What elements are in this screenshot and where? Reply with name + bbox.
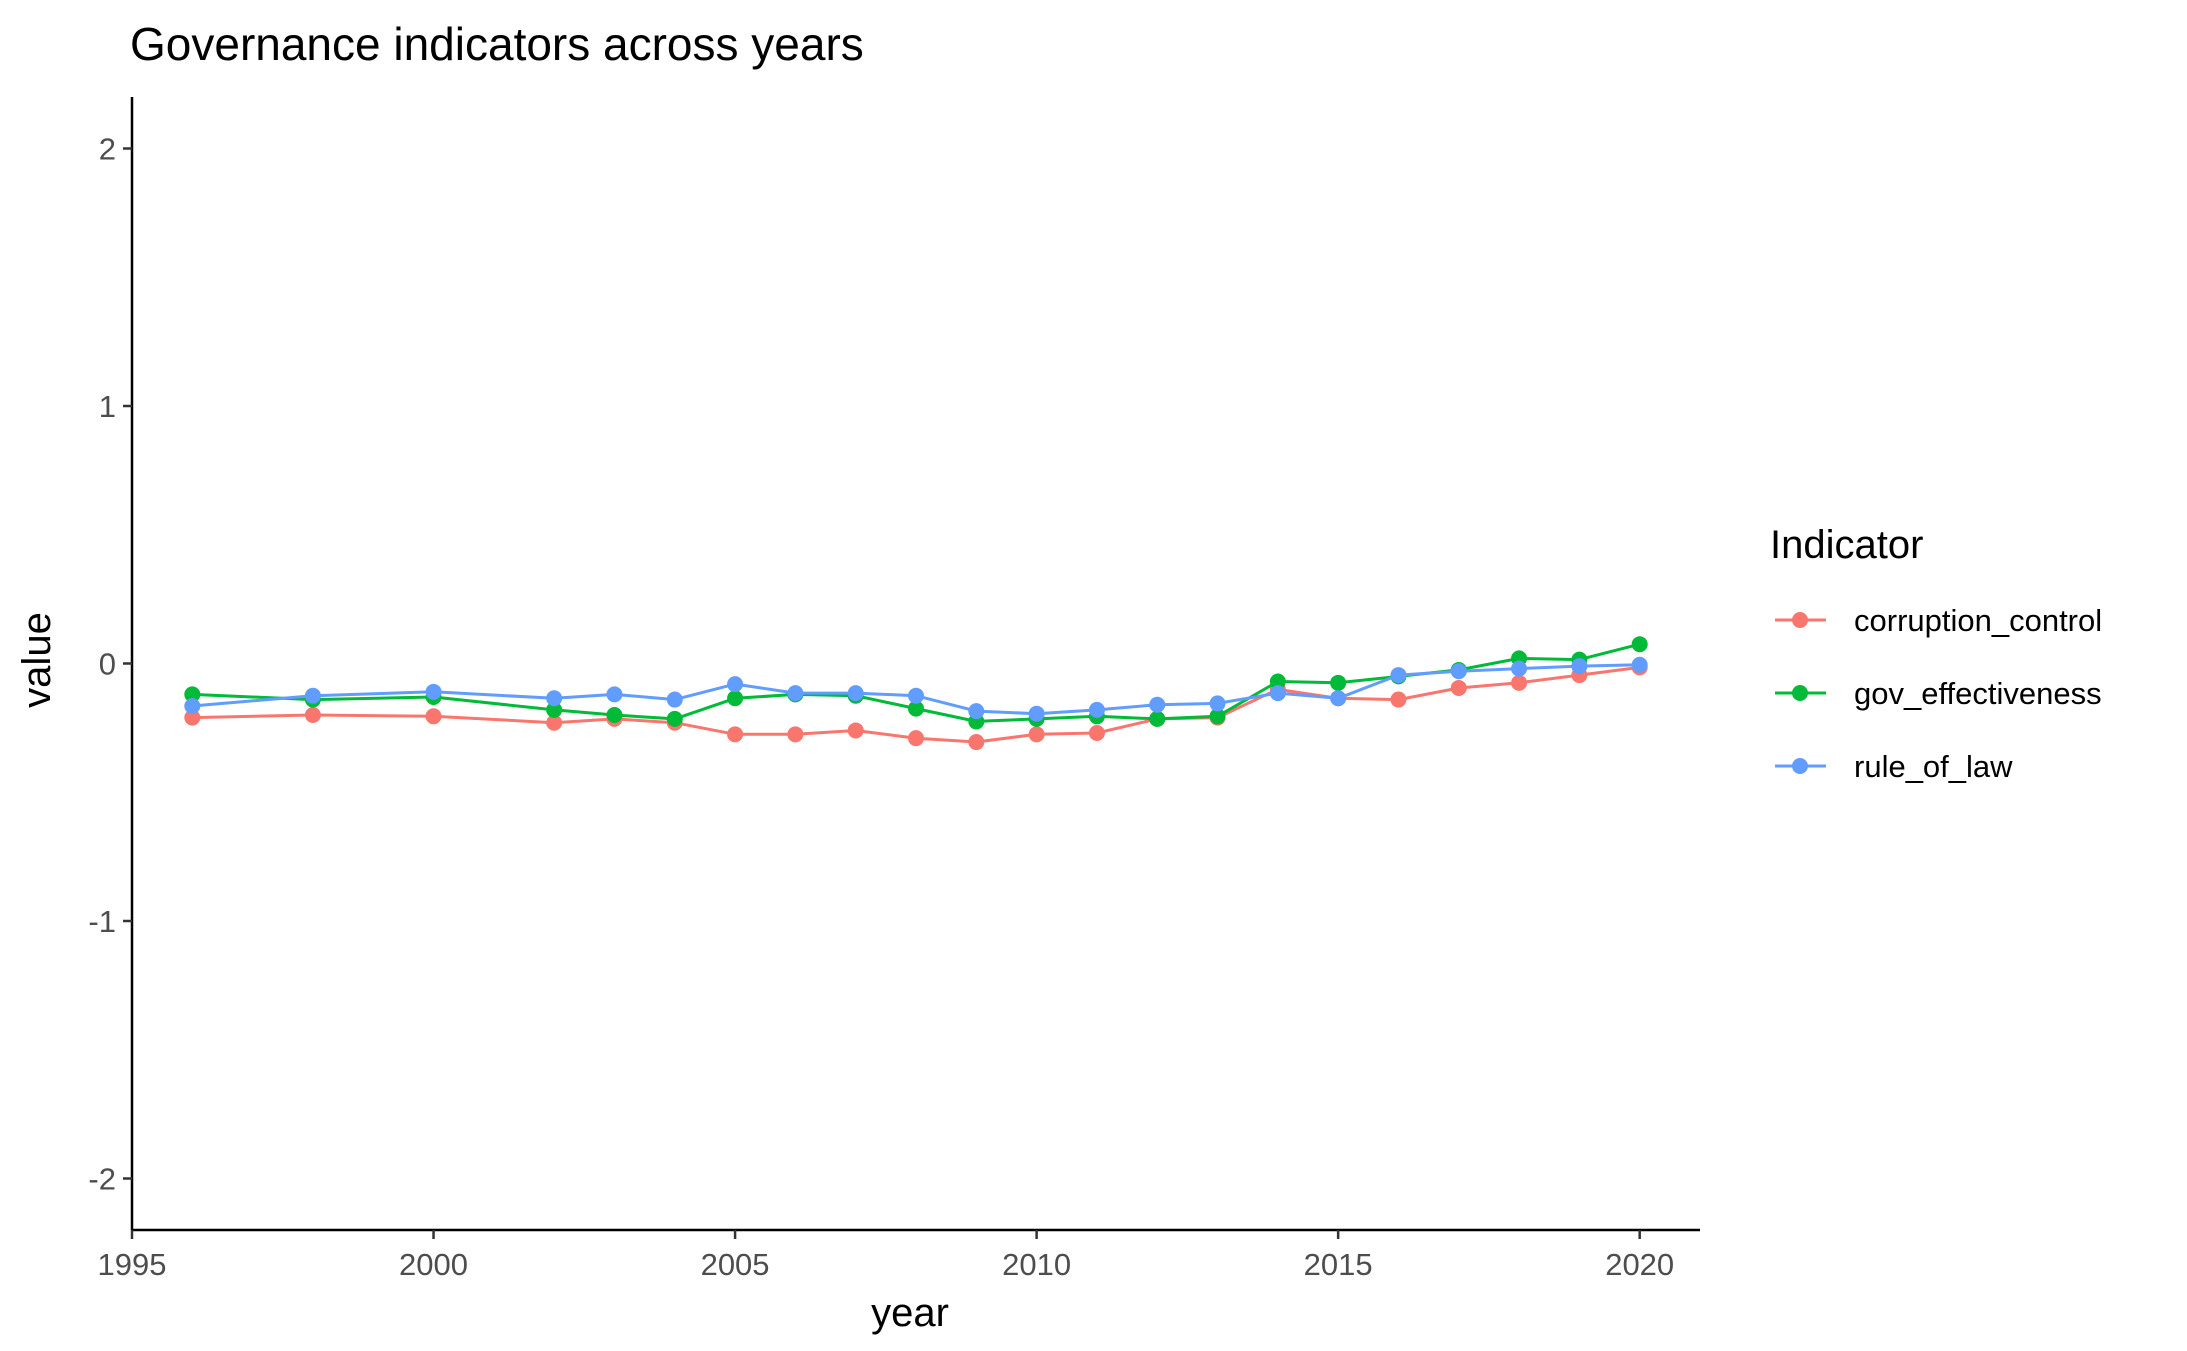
x-tick-label: 1995 — [98, 1247, 167, 1282]
data-point — [546, 714, 563, 731]
y-tick-label: -2 — [88, 1162, 116, 1197]
y-tick-label: 2 — [99, 132, 116, 167]
data-point — [1088, 701, 1105, 718]
data-point — [968, 703, 985, 720]
data-point — [606, 707, 623, 723]
y-axis-title: value — [15, 612, 59, 708]
data-point — [1149, 696, 1166, 713]
series-line — [192, 663, 1640, 716]
series-line — [192, 665, 1640, 744]
data-point — [908, 687, 924, 704]
x-tick-label: 2020 — [1605, 1247, 1674, 1282]
data-point — [1511, 674, 1528, 691]
legend-title: Indicator — [1770, 523, 1923, 567]
legend: Indicator corruption_control gov_effectiv… — [1770, 523, 2102, 784]
data-point — [666, 710, 683, 727]
data-point — [606, 686, 623, 703]
y-tick-label: 1 — [99, 389, 116, 424]
data-point — [1330, 674, 1347, 691]
data-point — [1028, 705, 1045, 722]
data-point — [1269, 685, 1286, 702]
x-tick-label: 2010 — [1002, 1247, 1071, 1282]
data-point — [1571, 658, 1588, 675]
x-tick-label: 2000 — [399, 1247, 468, 1282]
legend-key-point — [1792, 758, 1808, 774]
data-point — [1330, 690, 1347, 707]
data-point — [304, 707, 321, 723]
data-point — [847, 722, 864, 739]
data-point — [908, 730, 924, 747]
y-tick-label: -1 — [88, 904, 116, 939]
data-point — [968, 734, 985, 751]
data-point — [666, 691, 683, 708]
data-point — [1209, 695, 1226, 712]
data-point — [787, 726, 804, 743]
y-tick-label: 0 — [99, 647, 116, 682]
data-point — [1028, 726, 1045, 743]
legend-item-gov_effectiveness: gov_effectiveness — [1775, 676, 2102, 711]
data-point — [546, 690, 563, 707]
data-point — [1209, 708, 1226, 725]
x-axis-title: year — [871, 1291, 949, 1335]
data-point — [1511, 660, 1528, 677]
data-point — [847, 685, 864, 702]
data-point — [425, 683, 442, 700]
data-point — [546, 701, 563, 718]
data-point — [1450, 679, 1467, 696]
legend-item-rule_of_law: rule_of_law — [1775, 749, 2013, 784]
x-tick-label: 2005 — [701, 1247, 770, 1282]
series-rule_of_law — [184, 656, 1648, 722]
chart-title: Governance indicators across years — [130, 18, 864, 70]
data-point — [727, 726, 744, 743]
data-point — [1390, 691, 1407, 708]
x-tick-label: 2015 — [1304, 1247, 1373, 1282]
data-point — [727, 676, 744, 693]
data-point — [1269, 673, 1286, 690]
data-point — [1450, 663, 1467, 680]
legend-key-point — [1792, 612, 1808, 628]
data-point — [1149, 710, 1166, 727]
legend-label: gov_effectiveness — [1854, 676, 2102, 711]
data-point — [727, 690, 744, 707]
legend-label: rule_of_law — [1854, 749, 2013, 784]
legend-key-point — [1792, 685, 1808, 701]
data-point — [1631, 636, 1648, 653]
legend-label: corruption_control — [1854, 603, 2102, 638]
data-point — [184, 686, 201, 703]
data-point — [1390, 667, 1407, 684]
data-point — [787, 685, 804, 702]
data-point — [908, 700, 924, 717]
data-point — [184, 709, 201, 726]
series-layer — [184, 636, 1648, 751]
data-point — [1631, 656, 1648, 673]
data-point — [425, 708, 442, 725]
data-point — [304, 687, 321, 704]
data-point — [184, 697, 201, 714]
data-point — [1088, 725, 1105, 742]
axes: -2 -1 0 1 2 1995 2000 2005 2010 2015 2020 — [88, 97, 1700, 1282]
legend-item-corruption_control: corruption_control — [1775, 603, 2102, 638]
